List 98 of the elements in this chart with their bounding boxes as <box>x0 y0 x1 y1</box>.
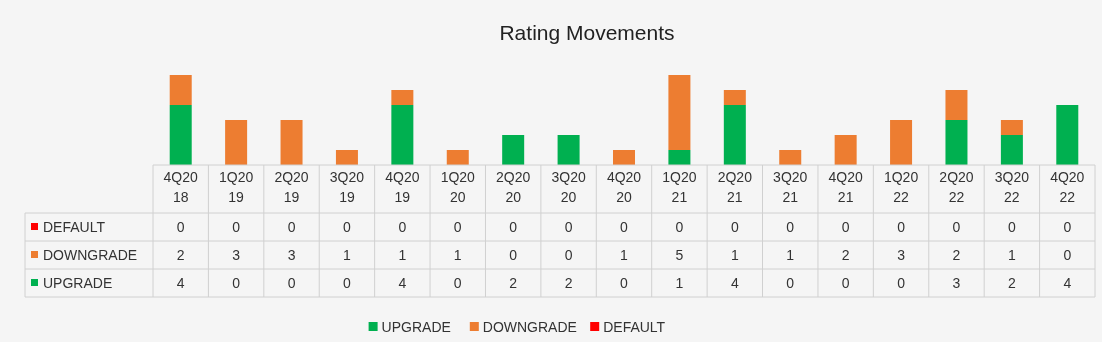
data-label: 0 <box>786 219 795 235</box>
bar <box>1000 120 1023 135</box>
data-label: 2 <box>564 275 573 291</box>
x-tick-label: 3Q2020 <box>551 169 586 205</box>
data-label: 0 <box>841 275 850 291</box>
data-label: 0 <box>287 275 296 291</box>
bar <box>668 150 691 165</box>
bar <box>723 105 746 165</box>
data-label: 0 <box>232 275 241 291</box>
bar <box>280 120 303 165</box>
x-tick-label: 2Q2022 <box>939 169 974 205</box>
bar <box>446 150 469 165</box>
data-label: 2 <box>1007 275 1016 291</box>
x-tick-label: 1Q2022 <box>883 169 919 205</box>
bar <box>391 90 414 105</box>
bar <box>723 90 746 105</box>
bar <box>834 135 857 165</box>
data-label: 0 <box>343 275 352 291</box>
text: DEFAULT <box>603 319 666 335</box>
x-tick-label: 2Q2019 <box>274 169 309 205</box>
data-label: 1 <box>453 247 462 263</box>
x-tick-label: 1Q2019 <box>218 169 254 205</box>
data-label: 0 <box>564 247 573 263</box>
x-tick-label: 4Q2020 <box>606 169 642 205</box>
bar <box>945 90 968 120</box>
x-tick-label: 2Q2020 <box>496 169 531 205</box>
data-label: 0 <box>398 219 407 235</box>
x-tick-label: 1Q2020 <box>440 169 476 205</box>
data-label: 4 <box>176 275 185 291</box>
data-label: 4 <box>398 275 407 291</box>
data-label: 0 <box>675 219 684 235</box>
chart-title: Rating Movements <box>499 21 675 44</box>
x-tick-label: 1Q2021 <box>662 169 697 205</box>
data-label: 2 <box>952 247 961 263</box>
data-label: 1 <box>675 275 684 291</box>
bar <box>169 105 192 165</box>
legend-label: UPGRADE <box>43 275 113 291</box>
data-label: 0 <box>176 219 185 235</box>
data-label: 3 <box>232 247 241 263</box>
x-tick-label: 4Q2021 <box>828 169 863 205</box>
data-label: 0 <box>620 275 629 291</box>
x-tick-label: 3Q2019 <box>329 169 365 205</box>
data-label: 0 <box>897 275 906 291</box>
bar <box>391 105 414 165</box>
data-label: 0 <box>841 219 850 235</box>
x-tick-label: 3Q2021 <box>773 169 808 205</box>
bar <box>169 75 192 105</box>
data-label: 3 <box>287 247 296 263</box>
data-label: 1 <box>620 247 629 263</box>
data-label: 0 <box>509 219 518 235</box>
bar <box>225 120 248 165</box>
x-tick-label: 4Q2022 <box>1050 169 1085 205</box>
data-label: 0 <box>453 219 462 235</box>
data-label: 0 <box>952 219 961 235</box>
data-label: 2 <box>841 247 850 263</box>
bar <box>502 135 525 165</box>
data-label: 0 <box>730 219 739 235</box>
data-label: 0 <box>509 247 518 263</box>
legend-label: DOWNGRADE <box>43 247 138 263</box>
data-label: 4 <box>730 275 739 291</box>
data-label: 0 <box>343 219 352 235</box>
x-tick-label: 4Q2018 <box>163 169 199 205</box>
bar <box>335 150 358 165</box>
data-label: 0 <box>1007 219 1016 235</box>
data-label: 3 <box>897 247 906 263</box>
data-label: 0 <box>1063 247 1072 263</box>
bar <box>1056 105 1079 165</box>
x-tick-label: 2Q2021 <box>717 169 753 205</box>
data-label: 2 <box>176 247 185 263</box>
data-label: 1 <box>1007 247 1016 263</box>
data-label: 0 <box>287 219 296 235</box>
bar <box>613 150 635 165</box>
data-label: 1 <box>343 247 352 263</box>
bar <box>557 135 580 165</box>
data-label: 1 <box>730 247 739 263</box>
data-label: 0 <box>1063 219 1072 235</box>
data-label: 0 <box>564 219 573 235</box>
bar <box>945 120 968 165</box>
bar <box>890 120 913 165</box>
data-label: 2 <box>509 275 518 291</box>
data-label: 4 <box>1063 275 1072 291</box>
data-label: 1 <box>786 247 795 263</box>
x-tick-label: 4Q2019 <box>385 169 420 205</box>
data-label: 0 <box>620 219 629 235</box>
bar <box>668 75 691 150</box>
data-label: 0 <box>232 219 241 235</box>
legend-label: DEFAULT <box>43 219 106 235</box>
text: DOWNGRADE <box>482 319 577 335</box>
text: UPGRADE <box>381 319 451 335</box>
data-label: 3 <box>952 275 961 291</box>
data-label: 1 <box>398 247 407 263</box>
data-label: 0 <box>786 275 795 291</box>
bar <box>1000 135 1023 165</box>
x-tick-label: 3Q2022 <box>994 169 1030 205</box>
data-label: 5 <box>675 247 684 263</box>
bar <box>779 150 802 165</box>
data-label: 0 <box>897 219 906 235</box>
data-label: 0 <box>453 275 462 291</box>
